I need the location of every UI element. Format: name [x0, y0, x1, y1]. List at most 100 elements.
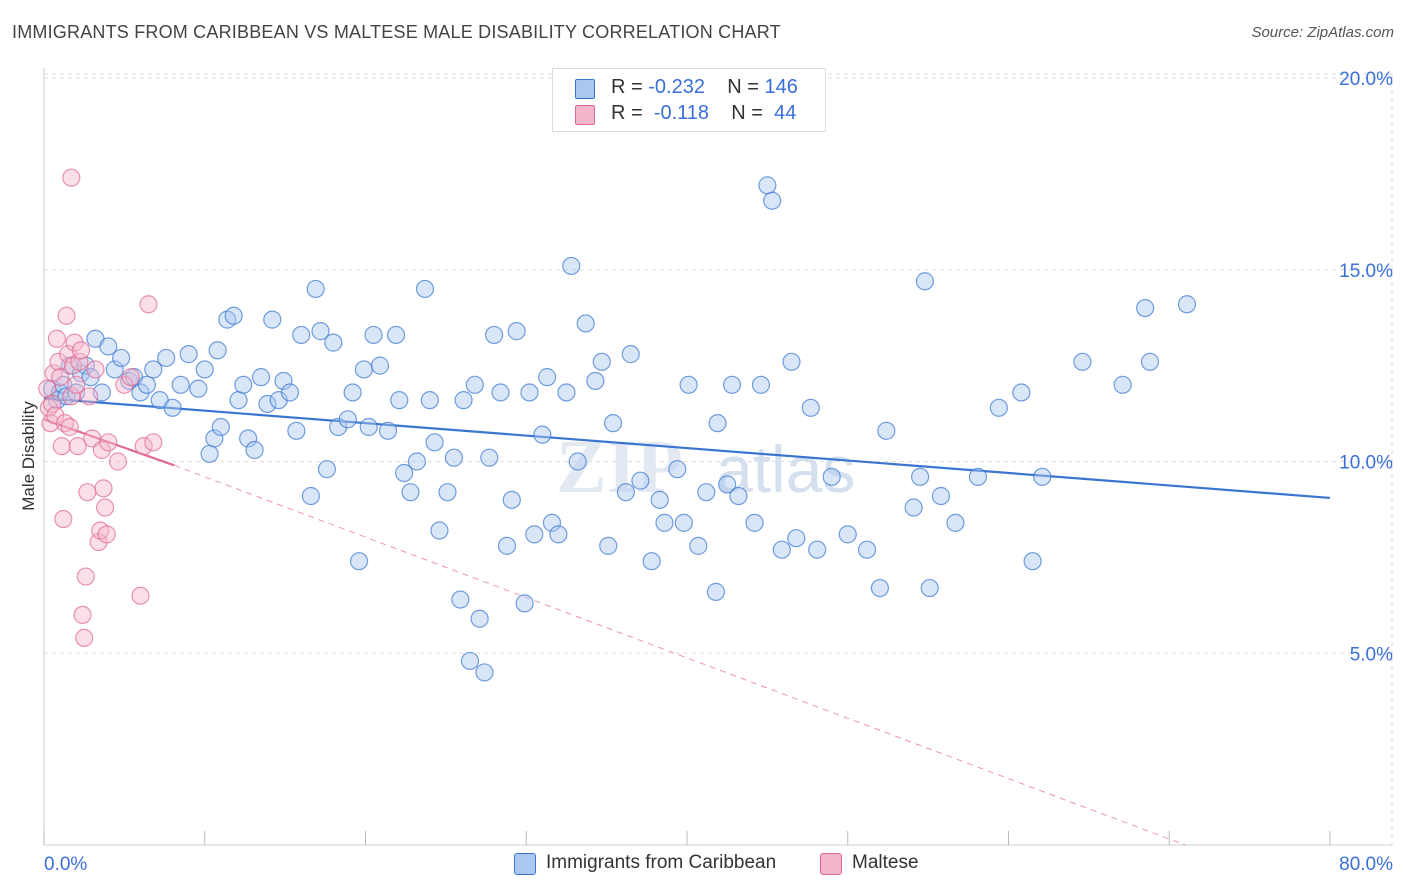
maltese-point [78, 483, 97, 502]
n-value-caribbean: 146 [764, 76, 798, 98]
caribbean-point [415, 279, 435, 299]
y-tick-label: 10.0% [1339, 453, 1393, 474]
caribbean-point [857, 540, 877, 559]
caribbean-point [274, 371, 293, 391]
caribbean-point [343, 383, 362, 402]
caribbean-point [239, 429, 258, 448]
caribbean-point [378, 421, 398, 440]
caribbean-point [205, 429, 224, 448]
caribbean-point [163, 398, 182, 417]
r-label: R = [611, 102, 643, 124]
caribbean-point [171, 375, 190, 394]
caribbean-point [263, 310, 282, 329]
caribbean-point [306, 279, 325, 299]
caribbean-point [621, 345, 640, 364]
maltese-point [54, 509, 73, 529]
r-value-maltese: -0.118 [653, 102, 710, 124]
maltese-point [73, 605, 92, 625]
caribbean-point [407, 452, 427, 471]
caribbean-point [280, 383, 300, 402]
caribbean-point [497, 536, 517, 555]
caribbean-point [931, 486, 951, 506]
caribbean-point [679, 375, 698, 394]
caribbean-point [708, 414, 727, 433]
r-label: R = [611, 76, 643, 98]
caribbean-point [311, 322, 330, 341]
caribbean-point [782, 352, 801, 371]
caribbean-point [420, 391, 439, 410]
caribbean-point [1012, 383, 1031, 402]
y-tick-label: 15.0% [1339, 261, 1393, 282]
caribbean-point [485, 325, 504, 345]
caribbean-point [112, 348, 131, 368]
caribbean-point [460, 651, 480, 671]
maltese-point [121, 368, 140, 387]
caribbean-point [137, 375, 156, 394]
caribbean-point [968, 467, 988, 486]
caribbean-point [568, 452, 587, 471]
maltese-point [131, 586, 150, 605]
caribbean-point [354, 360, 373, 379]
grid-layer [44, 73, 1393, 845]
caribbean-point [515, 594, 534, 613]
caribbean-point [603, 414, 623, 433]
caribbean-point [1136, 299, 1155, 318]
axis-layer [43, 68, 1392, 846]
caribbean-point [538, 368, 557, 387]
caribbean-point [229, 391, 248, 410]
caribbean-point [189, 379, 208, 398]
maltese-point [75, 628, 94, 648]
caribbean-point [258, 394, 277, 414]
caribbean-point [576, 314, 595, 333]
caribbean-point [394, 463, 414, 483]
caribbean-point [801, 398, 820, 417]
caribbean-point [287, 421, 306, 440]
caribbean-point [401, 483, 420, 502]
caribbean-point [631, 471, 650, 490]
legend-label-caribbean: Immigrants from Caribbean [546, 852, 777, 873]
maltese-point [134, 437, 153, 456]
caribbean-point [838, 525, 857, 544]
maltese-point [47, 329, 66, 348]
n-value-maltese: 44 [774, 102, 797, 124]
maltese-point [60, 417, 79, 437]
caribbean-point [251, 368, 271, 387]
caribbean-point [822, 467, 841, 486]
caribbean-point [425, 433, 444, 452]
caribbean-point [1113, 375, 1132, 394]
watermark-text-atlas: atlas [716, 432, 855, 506]
maltese-point [46, 406, 65, 425]
r-value-caribbean: -0.232 [648, 76, 705, 98]
maltese-point [42, 394, 62, 414]
caribbean-point [1033, 467, 1052, 486]
caribbean-point [920, 578, 939, 598]
trend-layer [43, 397, 1331, 846]
caribbean-point [179, 345, 198, 364]
caribbean-point [668, 460, 687, 479]
caribbean-point [946, 513, 965, 532]
caribbean-point [444, 448, 464, 467]
caribbean-point [586, 371, 605, 391]
caribbean-point [904, 498, 923, 517]
caribbean-point [349, 552, 369, 571]
caribbean-point [562, 256, 581, 276]
caribbean-point [722, 375, 742, 394]
caribbean-point [338, 410, 357, 429]
caribbean-point [549, 525, 568, 544]
maltese-point [108, 452, 128, 471]
caribbean-trend-line [43, 397, 1331, 500]
y-axis-label: Male Disability [19, 401, 38, 511]
caribbean-point [195, 360, 214, 379]
maltese-point [97, 525, 116, 544]
caribbean-point [729, 486, 748, 506]
caribbean-point [324, 333, 343, 352]
caribbean-point [157, 348, 176, 368]
caribbean-point [557, 383, 576, 402]
caribbean-point [910, 467, 930, 486]
caribbean-point [758, 176, 777, 195]
caribbean-point [491, 383, 510, 402]
maltese-trend-line [43, 418, 175, 467]
caribbean-point [144, 360, 163, 379]
maltese-point [86, 360, 105, 379]
